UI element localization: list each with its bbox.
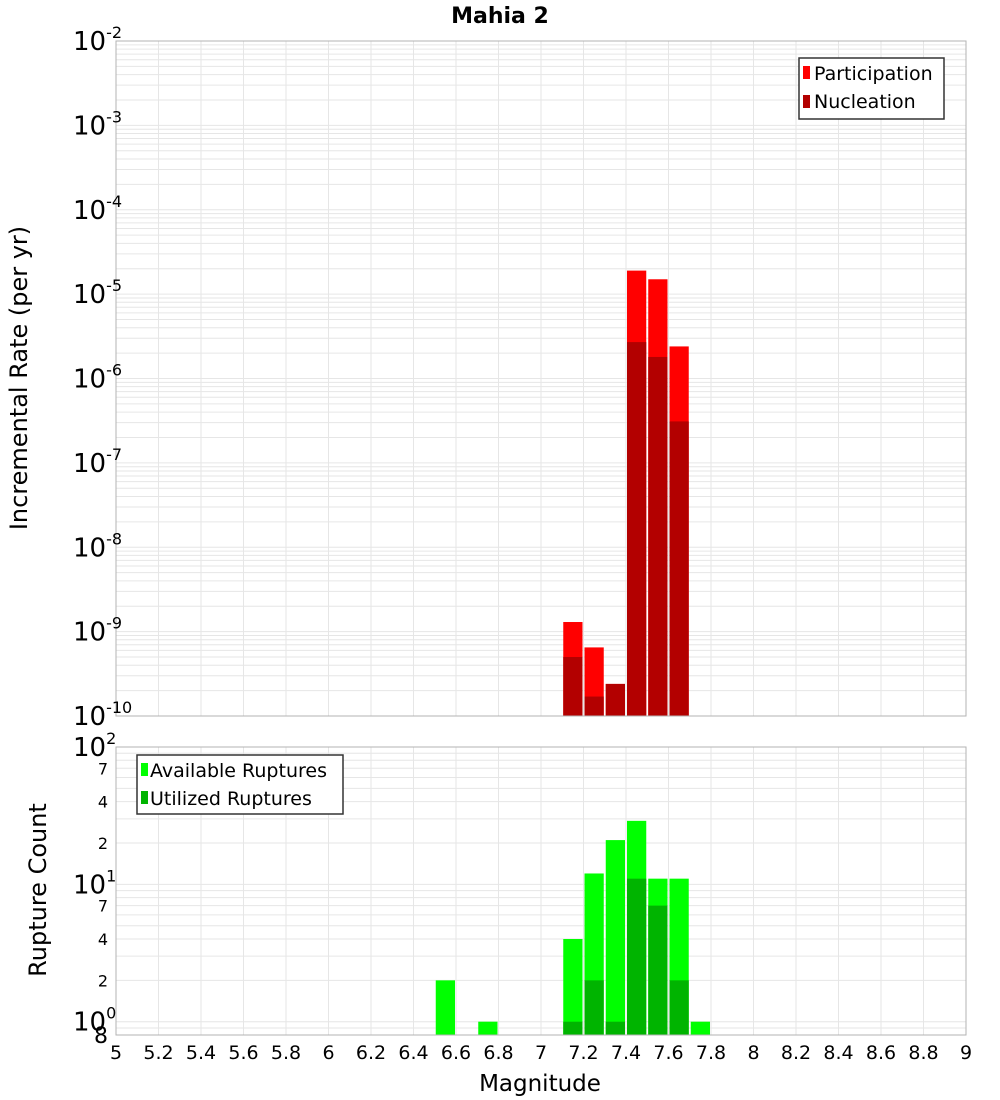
y-minor-tick-label: 4: [98, 930, 108, 949]
bottom-plot-y-ticks: 100 101 102 8 2 4 7 2 4 7: [73, 729, 116, 1049]
bottom-plot-bars: [115, 746, 967, 1036]
y-tick-label: 10-4: [73, 192, 122, 226]
x-tick-label: 7.8: [696, 1042, 726, 1064]
y-tick-label: 10-6: [73, 361, 122, 395]
y-major-tick-label: 100: [73, 1004, 116, 1038]
top-plot-grid: [115, 40, 967, 717]
available-bar: [563, 939, 583, 1035]
y-tick-label: 10-5: [73, 276, 122, 310]
x-tick-label: 7.2: [568, 1042, 598, 1064]
y-tick-label: 10-8: [73, 529, 122, 563]
nucleation-bar: [563, 657, 583, 716]
legend-swatch-utilized: [141, 791, 148, 804]
bottom-legend: Available Ruptures Utilized Ruptures: [136, 754, 344, 815]
x-tick-label: 5: [110, 1042, 122, 1064]
legend-label-available: Available Ruptures: [150, 760, 327, 782]
available-bar: [605, 840, 625, 1035]
legend-swatch-available: [141, 763, 148, 776]
x-tick-label: 8.2: [781, 1042, 811, 1064]
x-tick-label: 7: [535, 1042, 547, 1064]
nucleation-bar: [648, 356, 668, 716]
x-tick-label: 5.4: [186, 1042, 216, 1064]
x-tick-label: 6.2: [356, 1042, 386, 1064]
legend-label-participation: Participation: [814, 63, 933, 85]
utilized-bar: [563, 1021, 583, 1035]
utilized-bar: [605, 1021, 625, 1035]
x-tick-label: 7.4: [611, 1042, 641, 1064]
top-plot-bars: [115, 40, 967, 717]
available-bar: [690, 1021, 710, 1035]
utilized-bar: [648, 905, 668, 1035]
x-tick-label: 5.2: [143, 1042, 173, 1064]
utilized-bar: [669, 980, 689, 1035]
x-tick-label: 8.8: [908, 1042, 938, 1064]
y-tick-label: 10-10: [73, 698, 132, 732]
top-plot-y-ticks: 10-10 10-9 10-8 10-7 10-6 10-5 10-4 10-3 10-2: [73, 23, 132, 732]
available-bar: [435, 980, 455, 1035]
bottom-plot-border: [115, 746, 967, 1036]
y-minor-tick-label: 7: [98, 759, 108, 778]
x-tick-label: 6.6: [441, 1042, 471, 1064]
legend-swatch-participation: [803, 66, 810, 79]
y-major-tick-label: 102: [73, 729, 116, 763]
y-minor-tick-label: 8: [94, 1024, 108, 1049]
nucleation-bar: [669, 421, 689, 716]
available-bar: [478, 1021, 498, 1035]
y-minor-tick-label: 7: [98, 897, 108, 916]
y-tick-label: 10-9: [73, 614, 122, 648]
utilized-bar: [584, 980, 604, 1035]
legend-label-nucleation: Nucleation: [814, 91, 916, 113]
x-tick-label: 5.8: [271, 1042, 301, 1064]
x-tick-label: 8: [747, 1042, 759, 1064]
x-tick-label: 6.8: [483, 1042, 513, 1064]
y-tick-label: 10-7: [73, 445, 122, 479]
legend-swatch-nucleation: [803, 95, 810, 108]
x-tick-label: 9: [960, 1042, 972, 1064]
x-axis-label: Magnitude: [479, 1071, 601, 1097]
nucleation-bar: [605, 683, 625, 716]
top-y-axis-label: Incremental Rate (per yr): [5, 226, 33, 530]
bottom-legend-box: [136, 754, 344, 815]
nucleation-bar: [584, 696, 604, 716]
x-tick-label: 8.4: [823, 1042, 853, 1064]
y-minor-tick-label: 2: [98, 971, 108, 990]
y-tick-label: 10-3: [73, 107, 122, 141]
nucleation-bar: [627, 342, 647, 716]
x-tick-label: 6: [322, 1042, 334, 1064]
utilized-bar: [627, 878, 647, 1035]
x-tick-label: 7.6: [653, 1042, 683, 1064]
y-major-tick-label: 101: [73, 866, 116, 900]
y-minor-tick-label: 2: [98, 834, 108, 853]
x-tick-label: 6.4: [398, 1042, 428, 1064]
bottom-plot-x-ticks: 5 5.2 5.4 5.6 5.8 6 6.2 6.4 6.6 6.8 7 7.2 7.4 7.6 7.8 8…: [110, 1042, 972, 1064]
y-tick-label: 10-2: [73, 23, 122, 57]
x-tick-label: 8.6: [866, 1042, 896, 1064]
top-plot-border: [115, 40, 967, 717]
top-legend-box: [798, 57, 945, 120]
legend-label-utilized: Utilized Ruptures: [150, 788, 312, 810]
bottom-y-axis-label: Rupture Count: [24, 803, 52, 977]
top-legend: Participation Nucleation: [798, 57, 945, 120]
x-tick-label: 5.6: [228, 1042, 258, 1064]
chart-title: Mahia 2: [451, 4, 549, 29]
y-minor-tick-label: 4: [98, 793, 108, 812]
